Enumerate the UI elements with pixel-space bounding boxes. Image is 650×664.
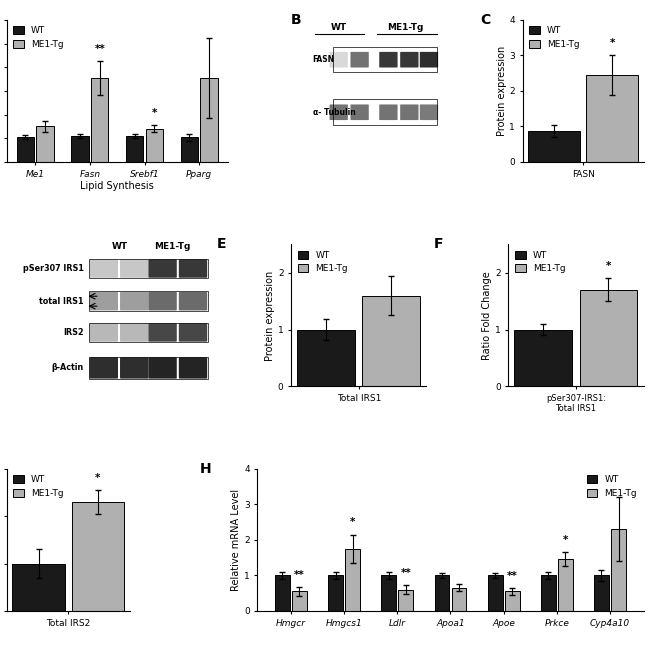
FancyBboxPatch shape <box>90 323 118 342</box>
Y-axis label: Protein expression: Protein expression <box>265 270 275 361</box>
Bar <box>541 576 556 611</box>
FancyBboxPatch shape <box>179 357 207 378</box>
Legend: WT, ME1-Tg: WT, ME1-Tg <box>527 25 582 51</box>
Bar <box>88 357 208 379</box>
FancyBboxPatch shape <box>350 52 369 68</box>
Legend: WT, ME1-Tg: WT, ME1-Tg <box>11 473 65 500</box>
FancyBboxPatch shape <box>179 259 207 278</box>
Text: **: ** <box>507 570 517 581</box>
Text: WT: WT <box>331 23 346 32</box>
FancyBboxPatch shape <box>148 292 177 311</box>
Text: E: E <box>217 237 226 251</box>
Bar <box>515 329 572 386</box>
Bar <box>200 78 218 162</box>
FancyBboxPatch shape <box>379 104 398 120</box>
Bar <box>611 529 626 611</box>
Bar <box>88 291 208 311</box>
Bar <box>452 588 467 611</box>
Text: B: B <box>291 13 301 27</box>
Bar <box>398 590 413 611</box>
Text: total IRS1: total IRS1 <box>39 297 84 305</box>
FancyBboxPatch shape <box>179 323 207 342</box>
Bar <box>382 576 396 611</box>
Y-axis label: Relative mRNA Level: Relative mRNA Level <box>231 489 241 591</box>
Bar <box>181 137 198 162</box>
Legend: WT, ME1-Tg: WT, ME1-Tg <box>296 249 350 276</box>
FancyBboxPatch shape <box>400 104 419 120</box>
Text: α- Tubulin: α- Tubulin <box>313 108 356 117</box>
Bar <box>292 592 307 611</box>
Bar <box>594 576 609 611</box>
Bar <box>558 559 573 611</box>
FancyBboxPatch shape <box>330 52 348 68</box>
Bar <box>528 131 580 162</box>
Bar <box>363 295 420 386</box>
FancyBboxPatch shape <box>400 52 419 68</box>
Bar <box>88 258 208 278</box>
Text: pSer307 IRS1: pSer307 IRS1 <box>23 264 84 273</box>
FancyBboxPatch shape <box>120 323 148 342</box>
FancyBboxPatch shape <box>379 52 398 68</box>
FancyBboxPatch shape <box>350 104 369 120</box>
FancyBboxPatch shape <box>90 292 118 311</box>
FancyBboxPatch shape <box>148 357 177 378</box>
FancyBboxPatch shape <box>90 357 118 378</box>
FancyBboxPatch shape <box>148 259 177 278</box>
Text: *: * <box>606 262 611 272</box>
Bar <box>72 136 89 162</box>
Text: **: ** <box>294 570 305 580</box>
Bar <box>333 100 437 125</box>
FancyBboxPatch shape <box>330 104 348 120</box>
FancyBboxPatch shape <box>420 104 438 120</box>
Text: *: * <box>350 517 356 527</box>
FancyBboxPatch shape <box>120 259 148 278</box>
FancyBboxPatch shape <box>148 323 177 342</box>
Text: H: H <box>200 461 211 475</box>
FancyBboxPatch shape <box>120 292 148 311</box>
Bar <box>580 290 638 386</box>
Bar <box>275 576 290 611</box>
Y-axis label: Ratio Fold Change: Ratio Fold Change <box>482 271 492 360</box>
Bar <box>36 126 54 162</box>
Bar <box>586 75 638 162</box>
X-axis label: Lipid Synthesis: Lipid Synthesis <box>81 181 154 191</box>
Bar <box>126 136 144 162</box>
Bar <box>333 47 437 72</box>
Text: β-Actin: β-Actin <box>51 363 84 373</box>
Bar <box>91 78 109 162</box>
FancyBboxPatch shape <box>179 292 207 311</box>
Text: ME1-Tg: ME1-Tg <box>387 23 424 32</box>
Bar <box>328 576 343 611</box>
Bar <box>16 137 34 162</box>
Text: *: * <box>96 473 101 483</box>
Text: C: C <box>480 13 491 27</box>
Bar <box>434 576 449 611</box>
Legend: WT, ME1-Tg: WT, ME1-Tg <box>513 249 567 276</box>
Text: *: * <box>151 108 157 118</box>
FancyBboxPatch shape <box>90 259 118 278</box>
Bar <box>146 129 163 162</box>
Text: FASN: FASN <box>313 55 335 64</box>
Y-axis label: Protein expression: Protein expression <box>497 46 506 136</box>
Bar <box>12 564 65 611</box>
FancyBboxPatch shape <box>120 357 148 378</box>
Bar <box>345 548 360 611</box>
Text: **: ** <box>94 44 105 54</box>
Bar <box>72 502 124 611</box>
Text: IRS2: IRS2 <box>63 328 84 337</box>
Bar <box>88 323 208 343</box>
Text: WT: WT <box>112 242 128 250</box>
Text: ME1-Tg: ME1-Tg <box>155 242 191 250</box>
FancyBboxPatch shape <box>420 52 438 68</box>
Bar <box>504 592 519 611</box>
Bar <box>488 576 502 611</box>
Legend: WT, ME1-Tg: WT, ME1-Tg <box>585 473 639 500</box>
Legend: WT, ME1-Tg: WT, ME1-Tg <box>11 25 65 51</box>
Text: *: * <box>563 535 568 545</box>
Text: *: * <box>610 39 615 48</box>
Text: **: ** <box>400 568 411 578</box>
Text: F: F <box>434 237 443 251</box>
Bar <box>297 329 355 386</box>
